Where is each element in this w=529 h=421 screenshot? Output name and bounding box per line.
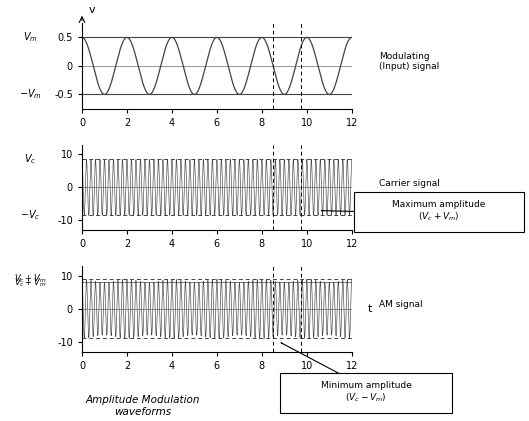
Text: Carrier signal: Carrier signal (379, 179, 440, 188)
Text: $-V_m$: $-V_m$ (19, 88, 42, 101)
Text: AM signal: AM signal (379, 300, 422, 309)
Text: Amplitude Modulation
waveforms: Amplitude Modulation waveforms (86, 395, 200, 417)
Text: t: t (368, 304, 372, 314)
Text: $V_c+V_m$: $V_c+V_m$ (14, 273, 47, 285)
Text: $-V_c$: $-V_c$ (20, 208, 41, 222)
Text: Minimum amplitude
$(V_c - V_m)$: Minimum amplitude $(V_c - V_m)$ (321, 381, 412, 404)
Text: Maximum amplitude
$(V_c + V_m)$: Maximum amplitude $(V_c + V_m)$ (393, 200, 486, 223)
Text: $V_c$: $V_c$ (24, 152, 37, 166)
Text: $V_c+V_m$: $V_c+V_m$ (14, 276, 47, 289)
Text: v: v (89, 5, 95, 16)
Text: Modulating
(Input) signal: Modulating (Input) signal (379, 52, 439, 71)
Text: $V_m$: $V_m$ (23, 30, 38, 44)
